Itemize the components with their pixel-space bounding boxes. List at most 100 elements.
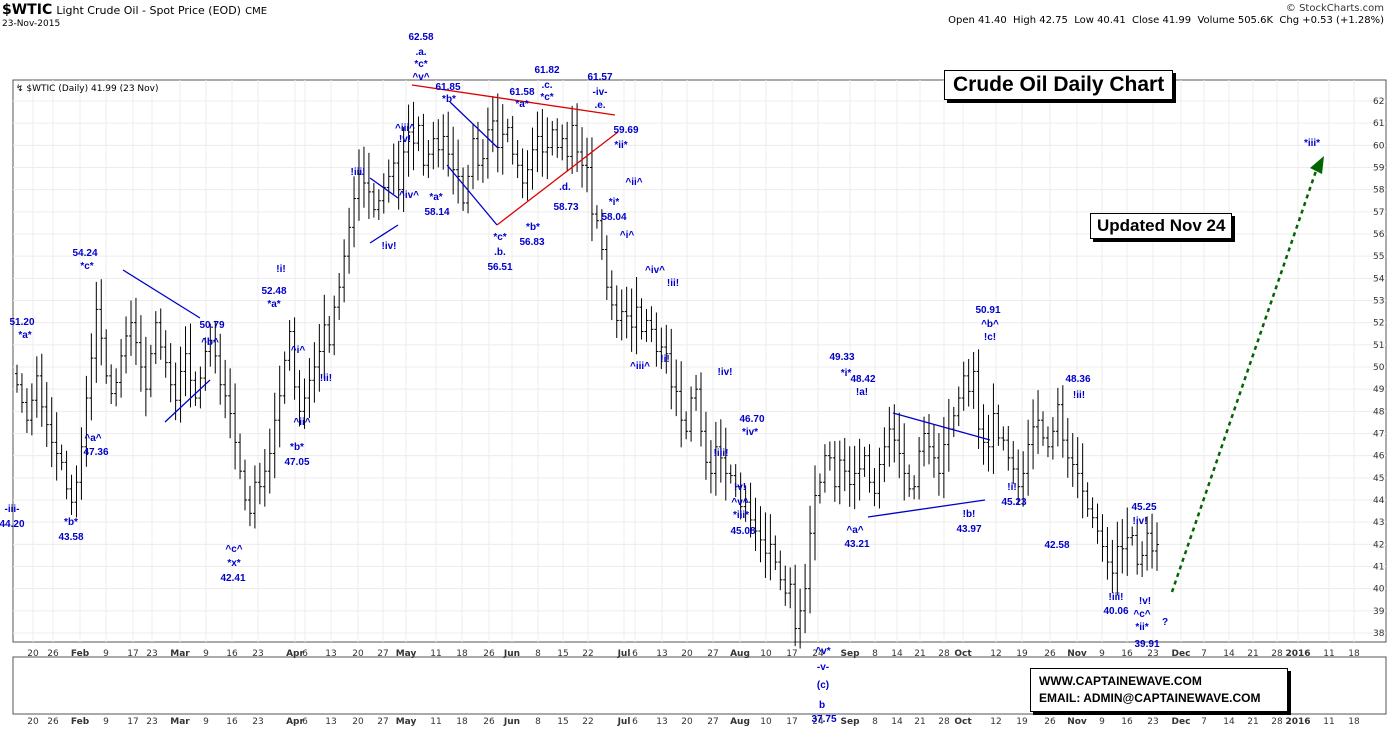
wave-label: ^i^: [620, 230, 635, 241]
ohlc-bar: [694, 374, 699, 411]
wave-label: !i!: [276, 264, 285, 275]
wave-label: *i*: [841, 368, 852, 379]
x-tick-label-lower: 20: [352, 717, 364, 727]
email-text: EMAIL: ADMIN@CAPTAINEWAVE.COM: [1039, 691, 1261, 705]
x-tick-label: 6: [302, 649, 308, 659]
ohlc-bar: [124, 316, 129, 374]
x-tick-label-lower: 10: [760, 717, 772, 727]
x-tick-label-lower: 11: [1323, 717, 1334, 727]
ohlc-bar: [679, 361, 684, 448]
header-symbol-line: $WTIC Light Crude Oil - Spot Price (EOD)…: [2, 2, 267, 18]
ohlc-bar: [441, 114, 446, 170]
ohlc-bar: [877, 447, 882, 509]
ohlc-bar: [228, 368, 233, 439]
ohlc-bars: [15, 93, 1159, 649]
ohlc-bar: [827, 441, 832, 471]
wave-label: *a*: [515, 99, 528, 110]
x-tick-label-lower: 2016: [1285, 717, 1310, 727]
ohlc-bar: [535, 111, 540, 173]
y-tick-label: 58: [1373, 186, 1385, 196]
ohlc-bar: [961, 361, 966, 411]
x-tick-label-lower: Sep: [840, 717, 860, 727]
ohlc-bar: [1050, 417, 1055, 460]
ohlc-bar: [74, 465, 79, 518]
x-tick-label: 20: [27, 649, 39, 659]
x-tick-label: 21: [914, 649, 925, 659]
ohlc-bar: [793, 564, 798, 647]
ohlc-bar: [1095, 503, 1100, 544]
ohlc-bar: [391, 143, 396, 194]
wave-label: 59.69: [613, 125, 638, 136]
triangle-upper-line: [892, 412, 991, 441]
x-tick-label-lower: 17: [786, 717, 797, 727]
wave-label: 46.70: [739, 414, 764, 425]
x-tick-label: 2016: [1285, 649, 1310, 659]
wave-label: 54.24: [72, 248, 97, 259]
ohlc-bar: [39, 353, 44, 427]
y-tick-label: 57: [1373, 208, 1384, 218]
contact-box: WWW.CAPTAINEWAVE.COM EMAIL: ADMIN@CAPTAI…: [1030, 668, 1288, 712]
wave-label: ^v*: [815, 646, 830, 657]
ohlc-bar: [218, 333, 223, 405]
ohlc-bar: [337, 273, 342, 320]
ohlc-bar: [262, 449, 267, 507]
x-tick-label-lower: 9: [103, 717, 109, 727]
wave-label: -v-: [817, 662, 829, 673]
ohlc-bar: [872, 468, 877, 507]
ohlc-bar: [247, 485, 252, 527]
ohlc-bar: [847, 446, 852, 507]
ohlc-bar: [352, 176, 357, 248]
x-tick-label-lower: Oct: [954, 717, 972, 727]
ohlc-bar: [1041, 411, 1045, 446]
wave-label: 42.41: [220, 573, 245, 584]
wave-label: !i!: [660, 354, 669, 365]
wave-label: 51.20: [9, 317, 34, 328]
ohlc-bar: [703, 411, 708, 480]
trend-lines: [122, 84, 1324, 593]
wave-label: !ii!: [667, 278, 679, 289]
wave-label: 61.82: [534, 65, 559, 76]
ohlc-bar: [24, 388, 29, 433]
wave-label: !b!: [963, 509, 976, 520]
ohlc-bar: [342, 239, 347, 303]
ohlc-bar: [129, 300, 133, 356]
ohlc-bar: [560, 124, 565, 161]
ohlc-bar: [401, 127, 406, 213]
ohlc-bar: [1001, 426, 1006, 451]
title-box: Crude Oil Daily Chart: [944, 70, 1174, 100]
wave-label: 37.75: [811, 714, 836, 725]
x-tick-label: Jul: [617, 649, 631, 659]
x-tick-label-lower: 9: [1099, 717, 1105, 727]
ohlc-bar: [138, 315, 143, 392]
ohlc-bar: [922, 416, 927, 467]
wave-label: 61.57: [587, 72, 612, 83]
triangle-lower-line: [867, 499, 986, 518]
ohlc-bar: [659, 327, 664, 370]
x-tick-label: 23: [252, 649, 263, 659]
x-tick-label: 26: [47, 649, 59, 659]
y-tick-label: 43: [1373, 518, 1384, 528]
ohlc-bar: [89, 333, 94, 421]
ohlc-bar: [594, 205, 599, 229]
wave-label: -iii-: [5, 504, 20, 515]
x-tick-label: 8: [872, 649, 878, 659]
ohlc-bar: [287, 320, 292, 371]
ohlc-bar: [485, 107, 490, 179]
wave-label: ^v^: [731, 497, 748, 508]
ohlc-bar: [505, 118, 510, 143]
ohlc-bar: [689, 386, 694, 442]
wave-label: 61.58: [509, 87, 534, 98]
ohlc-bar: [897, 412, 902, 479]
ohlc-bar: [64, 450, 69, 500]
red-support-line: [496, 131, 619, 226]
ohlc-bar: [223, 359, 228, 419]
ohlc-bar: [803, 563, 808, 634]
ohlc-bar: [510, 116, 515, 165]
ohlc-bar: [788, 567, 793, 609]
ohlc-bar: [530, 127, 535, 190]
ohlc-bar: [366, 152, 371, 220]
wave-label: 44.20: [0, 519, 25, 530]
x-tick-label-lower: 27: [377, 717, 388, 727]
wave-label: .a.: [415, 47, 426, 58]
ohlc-bar: [461, 167, 466, 211]
